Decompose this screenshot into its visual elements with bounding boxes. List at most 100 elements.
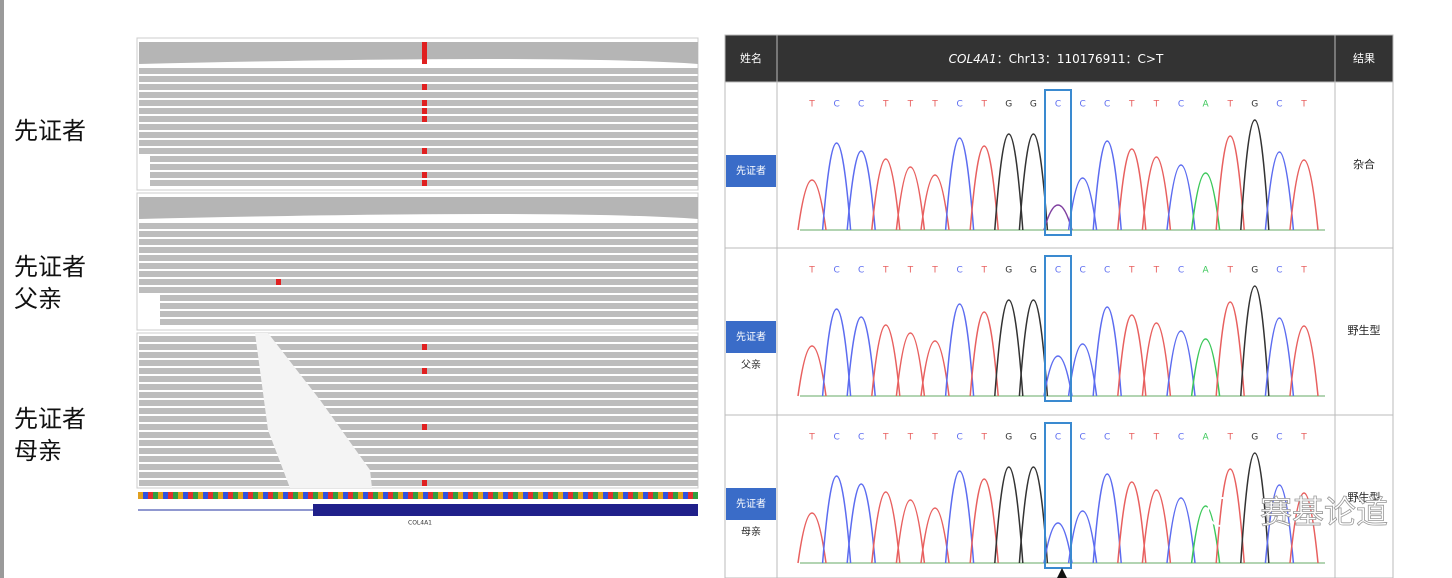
- base-call: T: [931, 266, 938, 276]
- ref-base: [403, 492, 408, 499]
- ref-base: [623, 492, 628, 499]
- base-call: T: [882, 100, 889, 110]
- ref-base: [423, 492, 428, 499]
- relation: 母亲: [741, 525, 761, 538]
- sample-label: 先证者: [14, 117, 86, 145]
- ref-base: [578, 492, 583, 499]
- base-call: A: [1203, 433, 1210, 443]
- ref-base: [613, 492, 618, 499]
- ref-base: [538, 492, 543, 499]
- peak: [1190, 338, 1221, 397]
- read: [139, 263, 698, 269]
- ref-base: [158, 492, 163, 499]
- read: [150, 164, 698, 170]
- peak: [969, 145, 999, 231]
- gene-body: [313, 504, 698, 516]
- peak: [994, 299, 1024, 397]
- ref-base: [588, 492, 593, 499]
- peak: [1141, 322, 1172, 397]
- ref-base: [373, 492, 378, 499]
- read: [139, 448, 698, 454]
- arrow: [1057, 568, 1067, 578]
- ref-base: [368, 492, 373, 499]
- peak: [1018, 133, 1049, 231]
- peak: [920, 340, 950, 397]
- ref-base: [258, 492, 263, 499]
- base-call: T: [882, 266, 889, 276]
- read: [139, 124, 698, 130]
- read: [139, 392, 698, 398]
- base-call: T: [1128, 266, 1135, 276]
- ref-base: [263, 492, 268, 499]
- read: [139, 472, 698, 478]
- base-call: C: [1276, 433, 1282, 443]
- result: 野生型: [1348, 323, 1381, 337]
- peak: [1092, 473, 1122, 564]
- read: [139, 239, 698, 245]
- peak: [1043, 522, 1073, 564]
- read: [139, 84, 698, 90]
- ref-base: [603, 492, 608, 499]
- read: [139, 271, 698, 277]
- base-call: C: [1276, 100, 1282, 110]
- ref-base: [608, 492, 613, 499]
- base-call: T: [931, 100, 938, 110]
- mismatch: [422, 116, 427, 122]
- ref-base: [518, 492, 523, 499]
- ref-base: [318, 492, 323, 499]
- peak: [1067, 510, 1098, 564]
- peak: [846, 483, 876, 564]
- read: [160, 295, 698, 301]
- base-call: C: [858, 100, 864, 110]
- peak: [1215, 301, 1245, 397]
- ref-base: [418, 492, 423, 499]
- peak: [1264, 151, 1295, 231]
- read: [139, 416, 698, 422]
- ref-base: [468, 492, 473, 499]
- ref-base: [333, 492, 338, 499]
- coverage: [139, 197, 698, 219]
- base-call: G: [1005, 266, 1012, 276]
- ref-base: [653, 492, 658, 499]
- ref-base: [443, 492, 448, 499]
- ref-base: [628, 492, 633, 499]
- base-call: A: [1203, 100, 1210, 110]
- base-call: T: [1226, 266, 1233, 276]
- base-call: T: [980, 100, 987, 110]
- ref-base: [513, 492, 518, 499]
- ref-base: [383, 492, 388, 499]
- base-call: T: [1226, 100, 1233, 110]
- peak: [1018, 466, 1049, 564]
- ref-base: [268, 492, 273, 499]
- ref-base: [563, 492, 568, 499]
- base-call: T: [1153, 433, 1160, 443]
- ref-base: [643, 492, 648, 499]
- peak: [1141, 156, 1172, 231]
- ref-base: [668, 492, 673, 499]
- ref-base: [593, 492, 598, 499]
- peak: [821, 475, 852, 564]
- ref-base: [243, 492, 248, 499]
- base-call: C: [1178, 266, 1184, 276]
- base-call: C: [833, 433, 839, 443]
- mismatch: [422, 368, 427, 374]
- peak: [1289, 159, 1319, 231]
- ref-base: [508, 492, 513, 499]
- ref-base: [213, 492, 218, 499]
- read: [139, 344, 698, 350]
- peak: [821, 142, 852, 231]
- ref-base: [583, 492, 588, 499]
- peak: [920, 174, 950, 231]
- peak: [1092, 306, 1122, 397]
- ref-base: [398, 492, 403, 499]
- ref-base: [198, 492, 203, 499]
- ref-base: [648, 492, 653, 499]
- ref-base: [598, 492, 603, 499]
- peak: [1289, 492, 1319, 564]
- ref-base: [523, 492, 528, 499]
- ref-base: [558, 492, 563, 499]
- read: [139, 384, 698, 390]
- ref-base: [353, 492, 358, 499]
- ref-base: [488, 492, 493, 499]
